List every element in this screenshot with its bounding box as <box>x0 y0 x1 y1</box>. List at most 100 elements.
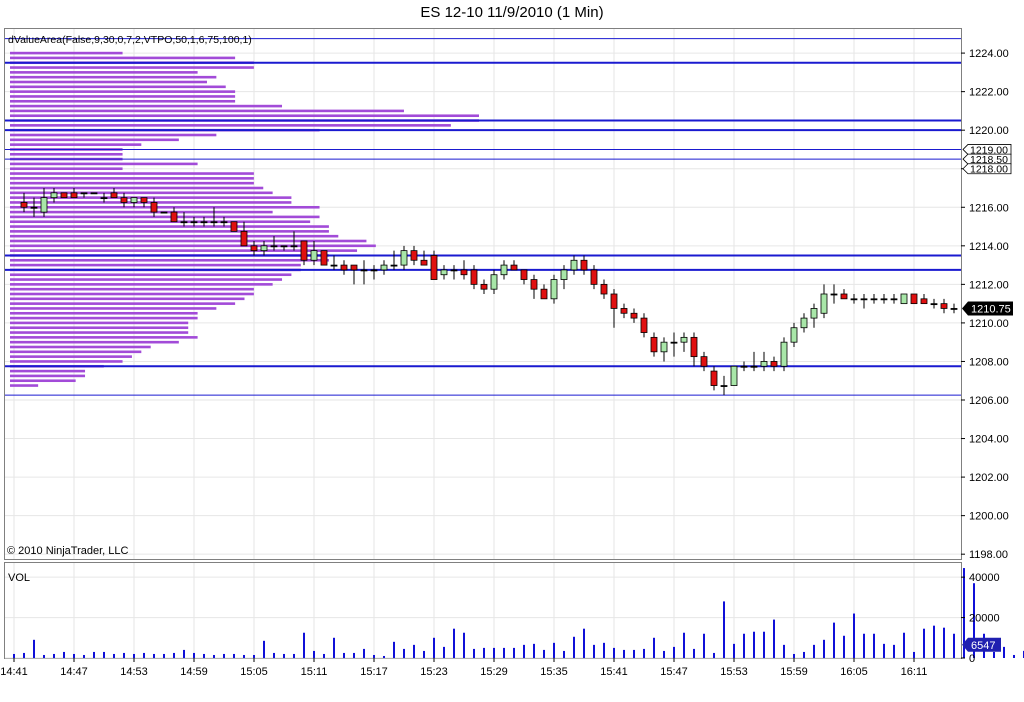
level-tag-label: 1219.00 <box>970 144 1008 156</box>
candle-body <box>910 293 918 305</box>
profile-bar <box>10 71 198 74</box>
candle-body <box>90 192 98 195</box>
candle-body <box>340 264 348 271</box>
profile-bar <box>10 258 329 262</box>
candle-body <box>380 264 388 271</box>
candle-body <box>850 298 858 301</box>
candle <box>480 279 488 294</box>
profile-bar <box>10 263 301 267</box>
profile-bar <box>10 124 451 127</box>
candle <box>150 197 158 217</box>
candle-body <box>760 361 768 367</box>
candle <box>50 188 58 203</box>
volume-tick-label: 20000 <box>969 613 1000 625</box>
candle-body <box>820 293 828 314</box>
time-tick-label: 16:11 <box>901 666 928 678</box>
candle <box>950 303 958 314</box>
candle-body <box>800 317 808 329</box>
candle-body <box>360 269 368 272</box>
candle-body <box>440 269 448 276</box>
candle <box>100 192 108 203</box>
profile-bar <box>10 210 273 214</box>
candle-body <box>420 259 428 266</box>
candle <box>280 245 288 251</box>
candle <box>90 192 98 195</box>
candle-body <box>920 298 928 305</box>
candle-body <box>810 308 818 319</box>
time-tick-label: 14:59 <box>180 666 208 678</box>
candle <box>820 284 828 319</box>
candle-body <box>270 245 278 248</box>
candle <box>520 269 528 285</box>
price-tick-label: 1220.00 <box>969 125 1009 137</box>
candle-body <box>880 298 888 301</box>
candle <box>870 294 878 304</box>
candle <box>710 366 718 391</box>
level-tag: 1218.50 <box>962 153 1012 166</box>
profile-bar <box>10 162 198 166</box>
candle-body <box>840 293 848 300</box>
candle <box>580 255 588 275</box>
profile-bar <box>10 336 198 339</box>
candle-body <box>180 221 188 224</box>
candle <box>500 260 508 280</box>
candle-body <box>560 269 568 280</box>
candle-body <box>620 308 628 314</box>
candle <box>250 241 258 256</box>
candle <box>80 192 88 198</box>
candle <box>320 250 328 266</box>
profile-bar <box>10 186 264 190</box>
time-tick-label: 15:11 <box>301 666 328 678</box>
candle-body <box>590 269 598 285</box>
profile-bar <box>10 172 254 175</box>
candle-body <box>540 288 548 300</box>
profile-bar <box>10 177 254 180</box>
level-tag-box <box>962 144 1012 155</box>
candle-body <box>190 221 198 224</box>
profile-bar <box>10 191 273 195</box>
candle <box>940 298 948 314</box>
candle <box>540 284 548 300</box>
candle-body <box>790 327 798 343</box>
candle <box>800 313 808 333</box>
volume-tick-label: 40000 <box>969 572 1000 584</box>
price-tick-label: 1210.00 <box>969 318 1009 330</box>
price-tick-label: 1224.00 <box>969 48 1009 60</box>
candle <box>190 216 198 227</box>
candle <box>130 197 138 208</box>
profile-bar <box>10 51 123 55</box>
candle-body <box>570 259 578 271</box>
candle <box>120 192 128 208</box>
candle-body <box>550 279 558 300</box>
candle <box>750 351 758 372</box>
profile-bar <box>10 316 198 320</box>
profile-bar <box>10 99 236 103</box>
profile-bar <box>10 109 404 113</box>
candle-body <box>170 211 178 223</box>
candle-body <box>470 269 478 285</box>
price-tick-label: 1214.00 <box>969 241 1009 253</box>
candle <box>40 188 48 217</box>
candle <box>470 265 478 290</box>
candle <box>420 250 428 266</box>
candle-body <box>490 274 498 290</box>
candle-body <box>130 197 138 203</box>
level-tag: 1219.00 <box>962 144 1012 156</box>
candle-body <box>860 298 868 301</box>
candle <box>70 188 78 199</box>
candle <box>910 293 918 305</box>
candle <box>550 274 558 304</box>
profile-bar <box>10 66 254 69</box>
candle-body <box>710 370 718 386</box>
profile-bar <box>10 167 123 171</box>
candle <box>220 216 228 227</box>
profile-bar <box>10 56 236 60</box>
profile-bar <box>10 104 283 108</box>
candle <box>620 303 628 319</box>
profile-bar <box>10 360 123 363</box>
profile-bar <box>10 133 217 137</box>
candle-body <box>680 336 688 343</box>
candle-body <box>780 341 788 367</box>
candle <box>570 255 578 275</box>
